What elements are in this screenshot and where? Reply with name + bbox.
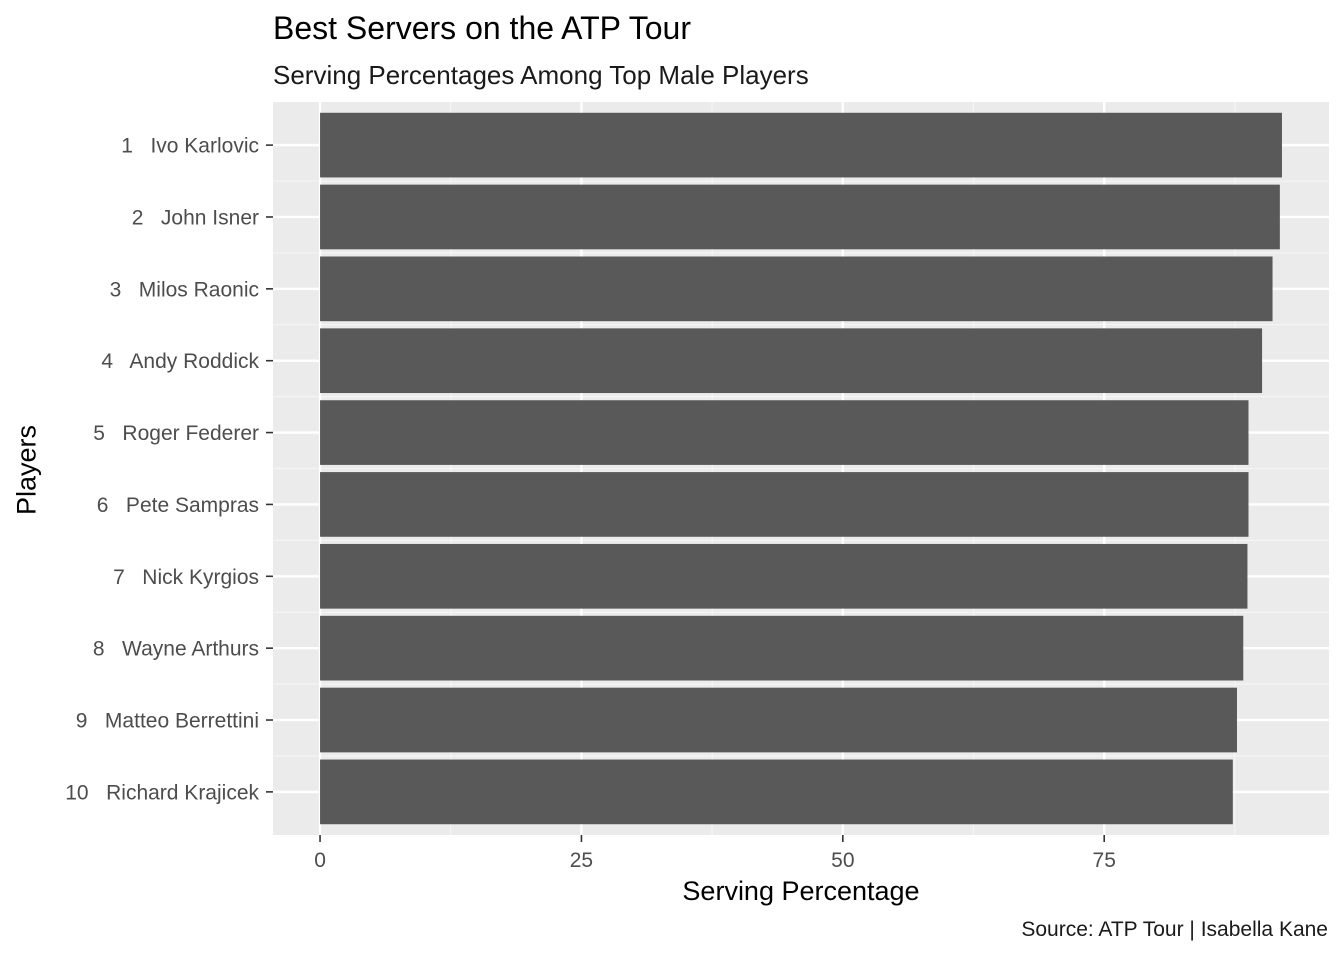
chart-title: Best Servers on the ATP Tour [273,10,691,46]
bar [320,328,1263,394]
chart-caption: Source: ATP Tour | Isabella Kane [1021,918,1328,941]
y-tick-label: 10 Richard Krajicek [65,781,259,804]
bar [320,112,1282,178]
bar [320,256,1273,322]
y-axis-title: Players [11,424,42,516]
bar [320,184,1280,250]
bars [320,112,1282,825]
y-tick-label: 3 Milos Raonic [110,278,259,301]
x-axis-title: Serving Percentage [682,876,920,906]
x-tick-label: 0 [314,849,326,872]
x-axis: 0 25 50 75 [314,835,1116,872]
bar [320,543,1248,609]
bar [320,400,1249,465]
bar [320,759,1233,825]
bar [320,687,1237,753]
y-tick-label: 1 Ivo Karlovic [121,135,259,158]
y-axis: 1 Ivo Karlovic 2 John Isner 3 Milos Raonic… [65,135,273,804]
y-tick-label: 4 Andy Roddick [101,350,259,373]
chart-subtitle: Serving Percentages Among Top Male Playe… [273,60,809,90]
x-tick-label: 25 [570,849,593,872]
y-tick-label: 7 Nick Kyrgios [113,566,259,589]
bar [320,615,1244,681]
y-tick-label: 6 Pete Sampras [97,494,259,517]
x-tick-label: 50 [831,849,854,872]
y-tick-label: 8 Wayne Arthurs [93,638,259,661]
bar [320,472,1249,537]
y-tick-label: 2 John Isner [132,206,259,229]
y-tick-label: 9 Matteo Berrettini [76,710,259,733]
x-tick-label: 75 [1093,849,1116,872]
y-tick-label: 5 Roger Federer [93,422,259,445]
